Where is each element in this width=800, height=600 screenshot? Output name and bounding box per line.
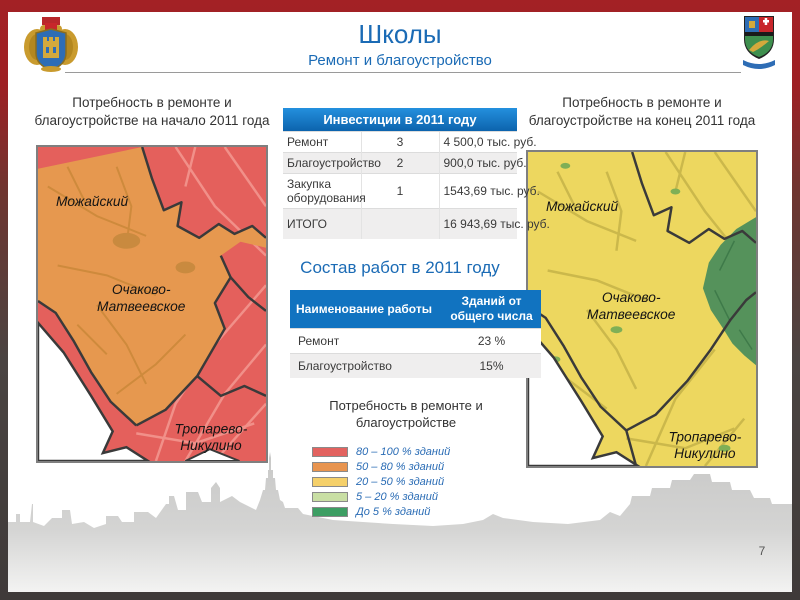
investments-table-header: Инвестиции в 2011 году — [283, 108, 517, 132]
cell-count: 1 — [360, 173, 439, 209]
cell-value: 23 % — [442, 328, 541, 354]
legend-label: 50 – 80 % зданий — [356, 460, 445, 473]
district-boundaries — [37, 146, 267, 427]
slide-content: Школы Ремонт и благоустройство Потребнос… — [8, 12, 792, 592]
cell-value: 15% — [442, 353, 541, 378]
map-label-troparevo: Тропарево- — [668, 429, 741, 444]
map-label-nikulino: Никулино — [180, 438, 242, 453]
page-subtitle: Ремонт и благоустройство — [308, 51, 492, 69]
west-okrug-emblem-icon — [24, 17, 78, 72]
park-area — [112, 232, 141, 249]
header-divider — [65, 72, 741, 73]
map-label-ochakovo: Очаково- — [602, 290, 661, 305]
needs-map-end-2011: Можайский Очаково- Матвеевское Тропарево… — [526, 150, 758, 468]
map-legend: Потребность в ремонте и благоустройстве … — [300, 398, 512, 521]
district-crest-icon — [743, 16, 775, 69]
street-lines-green — [714, 240, 753, 350]
map-label-ochakovo: Очаково- — [112, 282, 171, 297]
district-region-green — [702, 217, 756, 366]
table-row: Ремонт 3 4 500,0 тыс. руб. — [283, 131, 537, 153]
needs-map-start-2011: Можайский Очаково- Матвеевское Тропарево… — [36, 145, 268, 463]
legend-title: Потребность в ремонте и благоустройстве — [329, 398, 483, 430]
park-area — [175, 261, 196, 274]
works-table: Наименование работы Зданий от общего чис… — [290, 290, 541, 378]
map-label-matveevskoe: Матвеевское — [587, 307, 676, 322]
street-lines-orange — [47, 166, 187, 395]
page-title: Школы — [358, 19, 442, 49]
works-section-heading: Состав работ в 2011 году — [300, 258, 500, 277]
cell-label: Благоустройство — [290, 353, 442, 378]
legend-swatch-80-100 — [312, 446, 348, 457]
legend-label: 20 – 50 % зданий — [356, 475, 445, 488]
table-row: Ремонт 23 % — [290, 328, 541, 354]
legend-swatch-20-50 — [312, 476, 348, 487]
legend-item: 50 – 80 % зданий — [312, 461, 512, 473]
cell-total-label: ИТОГО — [283, 208, 361, 239]
map-label-troparevo: Тропарево- — [175, 421, 248, 436]
column-header-work-name: Наименование работы — [290, 290, 442, 329]
cell-count: 2 — [360, 152, 439, 174]
legend-item: До 5 % зданий — [312, 506, 512, 518]
legend-item: 80 – 100 % зданий — [312, 446, 512, 458]
legend-swatch-5-20 — [312, 491, 348, 502]
legend-label: До 5 % зданий — [356, 505, 431, 518]
table-row: Благоустройство 15% — [290, 353, 541, 378]
legend-swatch-50-80 — [312, 461, 348, 472]
cell-count — [360, 208, 439, 239]
district-boundaries — [527, 151, 757, 467]
map-label-matveevskoe: Матвеевское — [97, 299, 186, 314]
page-number: 7 — [758, 544, 766, 558]
city-skyline-silhouette — [8, 452, 792, 592]
legend-swatch-under-5 — [312, 506, 348, 517]
table-row: Закупка оборудования 1 1543,69 тыс. руб. — [283, 173, 540, 209]
cell-value: 900,0 тыс. руб. — [438, 152, 527, 174]
column-header-buildings-share: Зданий от общего числа — [442, 290, 541, 329]
map-label-nikulino: Никулино — [674, 446, 736, 461]
cell-value: 4 500,0 тыс. руб. — [438, 131, 537, 153]
cell-label: Закупка оборудования — [283, 173, 366, 209]
table-row-total: ИТОГО 16 943,69 тыс. руб. — [283, 208, 550, 239]
table-header-row: Наименование работы Зданий от общего чис… — [290, 290, 541, 329]
cell-label: Ремонт — [290, 328, 442, 354]
cell-total-value: 16 943,69 тыс. руб. — [438, 208, 550, 239]
cell-count: 3 — [360, 131, 439, 153]
legend-item: 20 – 50 % зданий — [312, 476, 512, 488]
legend-item: 5 – 20 % зданий — [312, 491, 512, 503]
district-region-orange — [38, 147, 266, 426]
cell-label: Благоустройство — [283, 152, 381, 174]
cell-label: Ремонт — [283, 131, 361, 153]
cell-value: 1543,69 тыс. руб. — [438, 173, 540, 209]
legend-label: 5 – 20 % зданий — [356, 490, 438, 503]
map-label-mozhaysky: Можайский — [546, 199, 619, 214]
investments-table: Инвестиции в 2011 году Ремонт 3 4 500,0 … — [283, 108, 550, 239]
left-map-title: Потребность в ремонте и благоустройстве … — [34, 95, 270, 128]
legend-label: 80 – 100 % зданий — [356, 445, 451, 458]
map-label-mozhaysky: Можайский — [56, 194, 129, 209]
right-map-title: Потребность в ремонте и благоустройстве … — [528, 95, 756, 128]
table-row: Благоустройство 2 900,0 тыс. руб. — [283, 152, 527, 174]
slide-header: Школы Ремонт и благоустройство — [8, 20, 792, 69]
